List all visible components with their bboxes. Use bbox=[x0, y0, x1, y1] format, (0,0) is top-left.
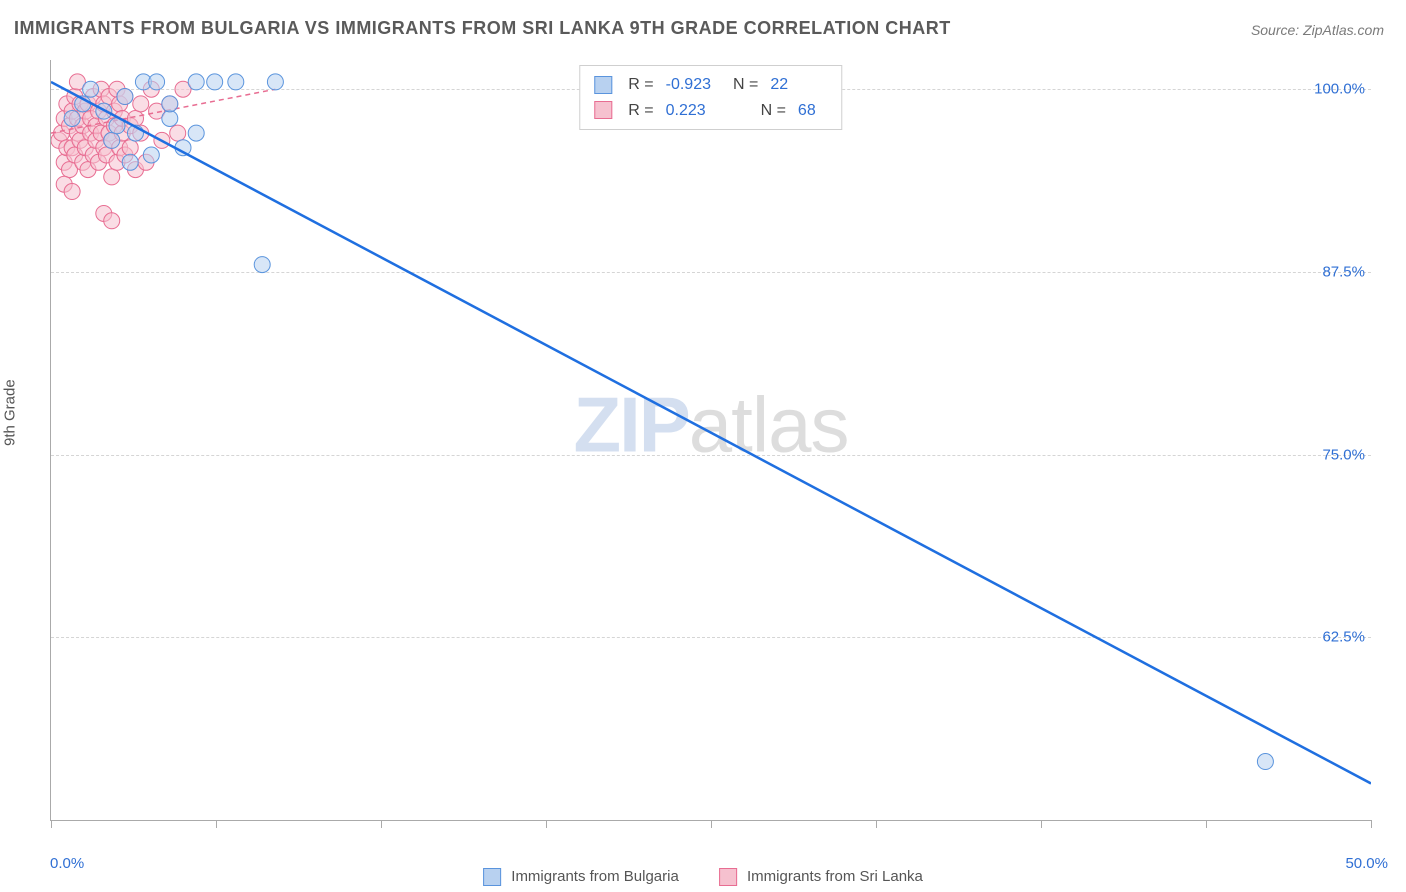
x-tick bbox=[1206, 820, 1207, 828]
x-tick-label-max: 50.0% bbox=[1345, 855, 1388, 872]
scatter-point bbox=[162, 110, 178, 126]
scatter-point bbox=[149, 74, 165, 90]
x-tick-label-min: 0.0% bbox=[50, 855, 84, 872]
stat-r-srilanka: 0.223 bbox=[666, 98, 706, 124]
scatter-point bbox=[1257, 754, 1273, 770]
legend-item-bulgaria: Immigrants from Bulgaria bbox=[483, 868, 679, 886]
plot-svg bbox=[51, 60, 1371, 820]
stat-n-label: N = bbox=[733, 72, 758, 98]
stats-row-srilanka: R = 0.223 0 N = 68 bbox=[594, 98, 827, 124]
stat-r-label: R = bbox=[628, 72, 653, 98]
legend-label-srilanka: Immigrants from Sri Lanka bbox=[747, 868, 923, 885]
trend-line bbox=[51, 82, 1371, 784]
stat-r-label: R = bbox=[628, 98, 653, 124]
x-tick bbox=[216, 820, 217, 828]
scatter-point bbox=[64, 110, 80, 126]
scatter-point bbox=[122, 154, 138, 170]
x-tick bbox=[381, 820, 382, 828]
x-tick bbox=[1041, 820, 1042, 828]
legend-item-srilanka: Immigrants from Sri Lanka bbox=[719, 868, 923, 886]
scatter-point bbox=[188, 125, 204, 141]
x-tick bbox=[51, 820, 52, 828]
scatter-point bbox=[170, 125, 186, 141]
scatter-point bbox=[267, 74, 283, 90]
x-tick bbox=[711, 820, 712, 828]
scatter-point bbox=[228, 74, 244, 90]
stat-n-label: N = bbox=[761, 98, 786, 124]
scatter-point bbox=[143, 147, 159, 163]
x-tick bbox=[546, 820, 547, 828]
stat-n-bulgaria: 22 bbox=[770, 72, 788, 98]
scatter-point bbox=[104, 169, 120, 185]
y-axis-label: 9th Grade bbox=[2, 379, 19, 446]
legend-swatch-bulgaria bbox=[483, 868, 501, 886]
stat-n-srilanka: 68 bbox=[798, 98, 816, 124]
legend-bottom: Immigrants from Bulgaria Immigrants from… bbox=[483, 868, 923, 886]
legend-label-bulgaria: Immigrants from Bulgaria bbox=[511, 868, 679, 885]
chart-title: IMMIGRANTS FROM BULGARIA VS IMMIGRANTS F… bbox=[14, 18, 951, 39]
scatter-point bbox=[83, 81, 99, 97]
swatch-bulgaria bbox=[594, 76, 612, 94]
scatter-point bbox=[207, 74, 223, 90]
stat-r-bulgaria: -0.923 bbox=[666, 72, 711, 98]
x-tick bbox=[876, 820, 877, 828]
scatter-point bbox=[254, 257, 270, 273]
stats-row-bulgaria: R = -0.923 N = 22 bbox=[594, 72, 827, 98]
scatter-point bbox=[64, 184, 80, 200]
scatter-point bbox=[188, 74, 204, 90]
legend-swatch-srilanka bbox=[719, 868, 737, 886]
stats-legend-box: R = -0.923 N = 22 R = 0.223 0 N = 68 bbox=[579, 65, 842, 130]
scatter-point bbox=[133, 96, 149, 112]
scatter-point bbox=[162, 96, 178, 112]
scatter-point bbox=[122, 140, 138, 156]
scatter-point bbox=[104, 213, 120, 229]
source-label: Source: ZipAtlas.com bbox=[1251, 22, 1384, 38]
scatter-point bbox=[117, 89, 133, 105]
plot-area: ZIPatlas R = -0.923 N = 22 R = 0.223 0 N… bbox=[50, 60, 1371, 821]
x-tick bbox=[1371, 820, 1372, 828]
scatter-point bbox=[104, 132, 120, 148]
swatch-srilanka bbox=[594, 101, 612, 119]
